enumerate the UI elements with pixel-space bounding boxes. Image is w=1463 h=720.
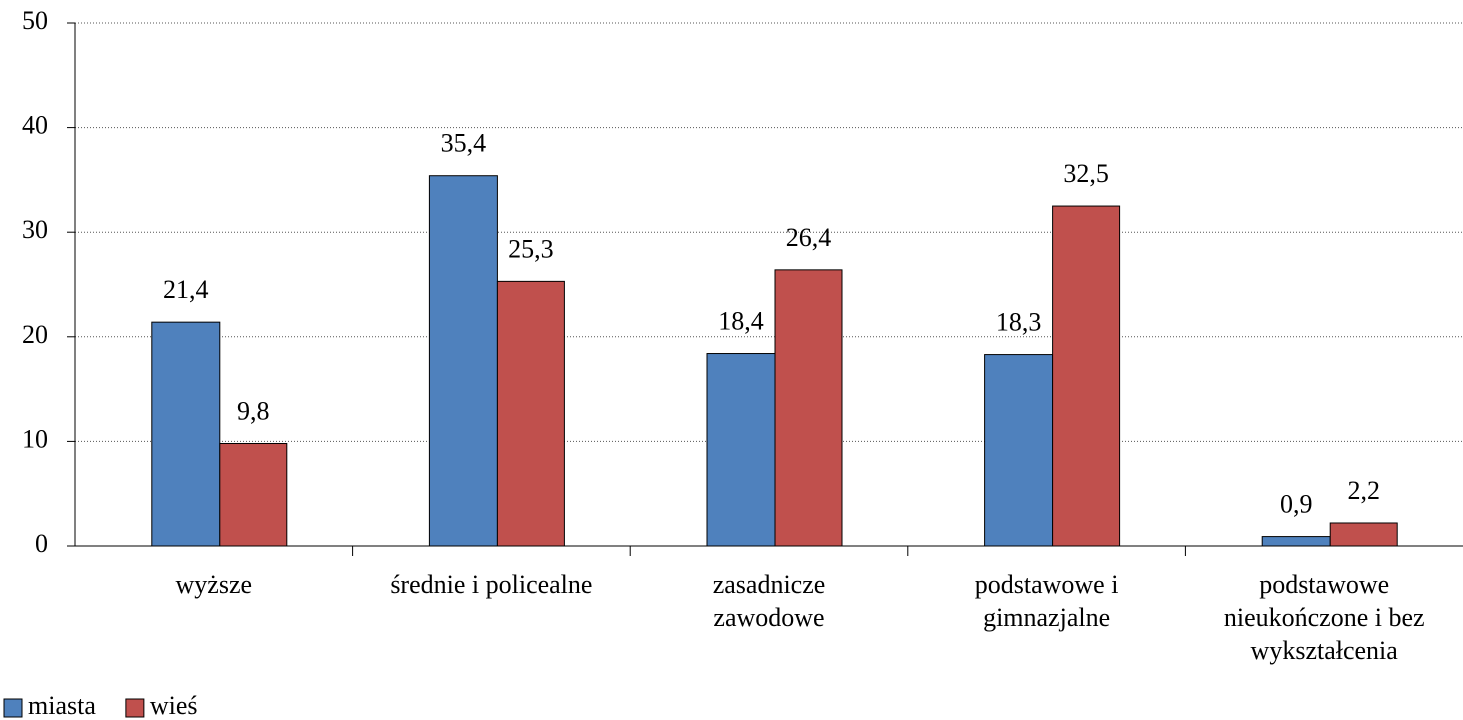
legend-swatch [3, 698, 23, 718]
bar [706, 353, 776, 547]
y-tick-label: 30 [22, 215, 48, 244]
bar [151, 321, 221, 547]
value-label: 18,4 [718, 307, 764, 336]
x-tick-label: zasadnicze zawodowe [712, 570, 826, 632]
bar [219, 442, 288, 547]
value-label: 32,5 [1063, 159, 1109, 188]
legend-label: wieś [150, 691, 198, 720]
bar [1261, 536, 1331, 547]
value-label: 21,4 [163, 275, 209, 304]
y-tick-label: 0 [35, 529, 48, 558]
bar [1052, 205, 1121, 547]
bar [1329, 522, 1398, 547]
bar [774, 269, 843, 547]
value-label: 25,3 [508, 234, 554, 263]
value-label: 18,3 [996, 308, 1042, 337]
value-label: 9,8 [237, 396, 270, 425]
x-tick-label: podstawowe nieukończone i bez wykształce… [1223, 570, 1425, 665]
value-label: 26,4 [786, 223, 832, 252]
y-tick-label: 20 [22, 320, 48, 349]
x-tick-label: podstawowe i gimnazjalne [974, 570, 1119, 632]
value-label: 2,2 [1347, 476, 1380, 505]
legend-swatch [125, 698, 145, 718]
y-tick-label: 40 [22, 111, 48, 140]
bar [984, 354, 1054, 547]
legend-label: miasta [28, 691, 96, 720]
bar [496, 280, 565, 547]
y-tick-label: 50 [22, 6, 48, 35]
bar [428, 175, 498, 547]
x-tick-label: średnie i policealne [390, 570, 593, 599]
value-label: 0,9 [1280, 490, 1313, 519]
y-tick-label: 10 [22, 424, 48, 453]
value-label: 35,4 [441, 129, 487, 158]
x-tick-label: wyższe [175, 570, 253, 599]
